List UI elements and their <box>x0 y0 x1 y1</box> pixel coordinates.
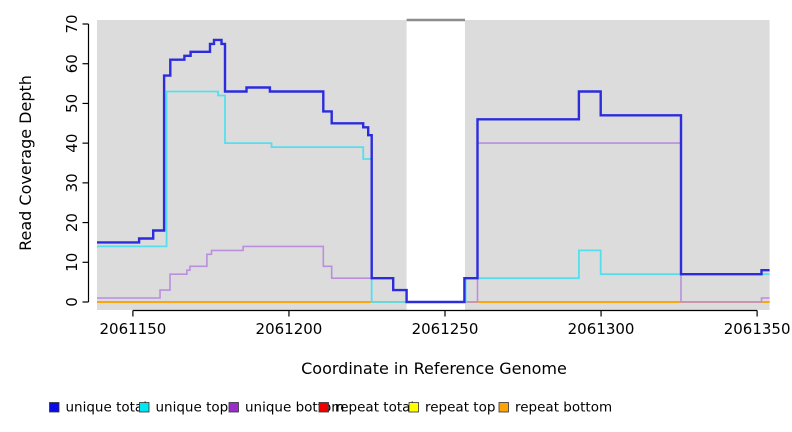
y-tick-label: 60 <box>63 54 81 73</box>
y-tick-label: 10 <box>63 253 81 272</box>
legend-swatch-repeat-bottom <box>498 402 509 413</box>
legend-label-unique-top: unique top <box>156 400 229 416</box>
legend-label-unique-total: unique total <box>66 400 147 416</box>
legend-swatch-unique-top <box>139 402 150 413</box>
x-tick-label: 2061250 <box>412 320 479 338</box>
series-line-unique-top <box>97 90 770 303</box>
plot-area <box>97 18 770 310</box>
x-tick-label: 2061150 <box>99 320 166 338</box>
y-tick-label: 40 <box>63 134 81 153</box>
shaded-region <box>465 20 770 310</box>
series-lines <box>97 38 770 304</box>
y-axis-title: Read Coverage Depth <box>16 75 35 251</box>
legend-swatch-unique-bottom <box>228 402 239 413</box>
legend: unique total unique top unique bottomrepea… <box>49 400 612 416</box>
x-tick-label: 2061200 <box>256 320 323 338</box>
legend-label-repeat-total: repeat total <box>335 400 414 416</box>
legend-swatch-unique-total <box>49 402 60 413</box>
x-tick-label: 2061350 <box>724 320 791 338</box>
y-tick-label: 0 <box>63 297 81 307</box>
x-axis-title: Coordinate in Reference Genome <box>301 359 567 378</box>
y-tick-label: 20 <box>63 213 81 232</box>
legend-swatch-repeat-top <box>408 402 419 413</box>
axes: 0 10 20 30 40 50 60 70 2061150 2061200 2061250 2061… <box>63 14 791 338</box>
legend-label-repeat-bottom: repeat bottom <box>515 400 612 416</box>
legend-swatch-repeat-total <box>318 402 329 413</box>
series-line-unique-bottom <box>97 142 770 303</box>
shaded-region <box>97 20 407 310</box>
y-tick-label: 30 <box>63 173 81 192</box>
legend-label-repeat-top: repeat top <box>425 400 495 416</box>
y-tick-label: 70 <box>63 14 81 33</box>
y-tick-label: 50 <box>63 94 81 113</box>
series-line-unique-total <box>97 38 770 304</box>
legend-label-unique-bottom: unique bottom <box>245 400 344 416</box>
x-tick-label: 2061300 <box>568 320 635 338</box>
